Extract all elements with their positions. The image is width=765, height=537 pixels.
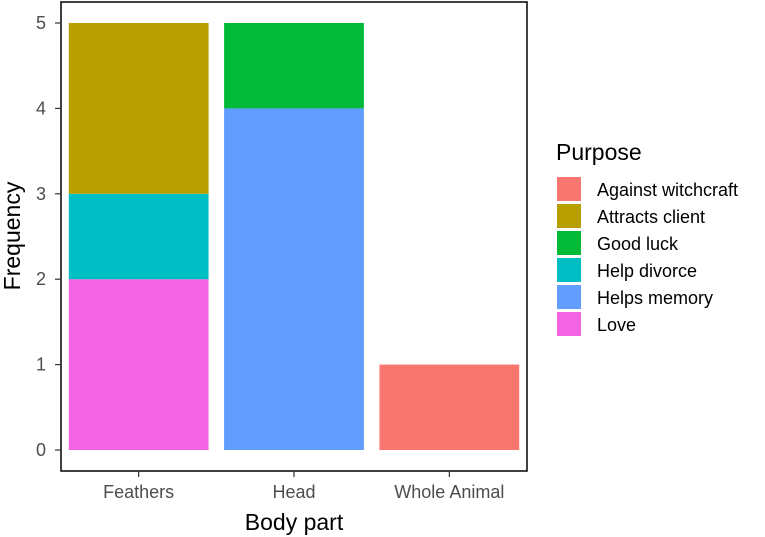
legend-key-help-divorce bbox=[557, 258, 581, 282]
legend-title: Purpose bbox=[556, 139, 642, 165]
bar-feathers-love bbox=[68, 279, 209, 450]
legend-key-helps-memory bbox=[557, 285, 581, 309]
y-axis-title: Frequency bbox=[0, 181, 25, 290]
legend-label-love: Love bbox=[597, 315, 636, 335]
y-tick-label: 2 bbox=[36, 269, 46, 289]
bar-head-helps-memory bbox=[224, 108, 364, 451]
y-tick-label: 3 bbox=[36, 184, 46, 204]
bar-feathers-help-divorce bbox=[68, 193, 209, 280]
legend-key-love bbox=[557, 312, 581, 336]
y-tick-label: 1 bbox=[36, 355, 46, 375]
x-tick-label-whole-animal: Whole Animal bbox=[394, 482, 504, 502]
y-tick-label: 5 bbox=[36, 13, 46, 33]
legend-label-attracts-client: Attracts client bbox=[597, 207, 705, 227]
legend-label-good-luck: Good luck bbox=[597, 234, 679, 254]
bars-layer bbox=[68, 23, 520, 451]
x-axis-title: Body part bbox=[245, 509, 344, 535]
legend-label-help-divorce: Help divorce bbox=[597, 261, 697, 281]
x-tick-label-feathers: Feathers bbox=[103, 482, 174, 502]
legend-key-against-witchcraft bbox=[557, 177, 581, 201]
legend-key-good-luck bbox=[557, 231, 581, 255]
bar-whole-animal-against-witchcraft bbox=[379, 364, 520, 450]
y-axis: 0 1 2 3 4 5 bbox=[36, 13, 61, 460]
x-tick-label-head: Head bbox=[272, 482, 315, 502]
legend: Purpose Against witchcraft Attracts clien… bbox=[556, 139, 738, 336]
legend-label-against-witchcraft: Against witchcraft bbox=[597, 180, 738, 200]
bar-head-good-luck bbox=[224, 23, 364, 109]
legend-label-helps-memory: Helps memory bbox=[597, 288, 713, 308]
legend-key-attracts-client bbox=[557, 204, 581, 228]
bar-feathers-attracts-client bbox=[68, 23, 209, 194]
x-axis: Feathers Head Whole Animal bbox=[103, 471, 504, 502]
y-tick-label: 4 bbox=[36, 98, 46, 118]
y-tick-label: 0 bbox=[36, 440, 46, 460]
